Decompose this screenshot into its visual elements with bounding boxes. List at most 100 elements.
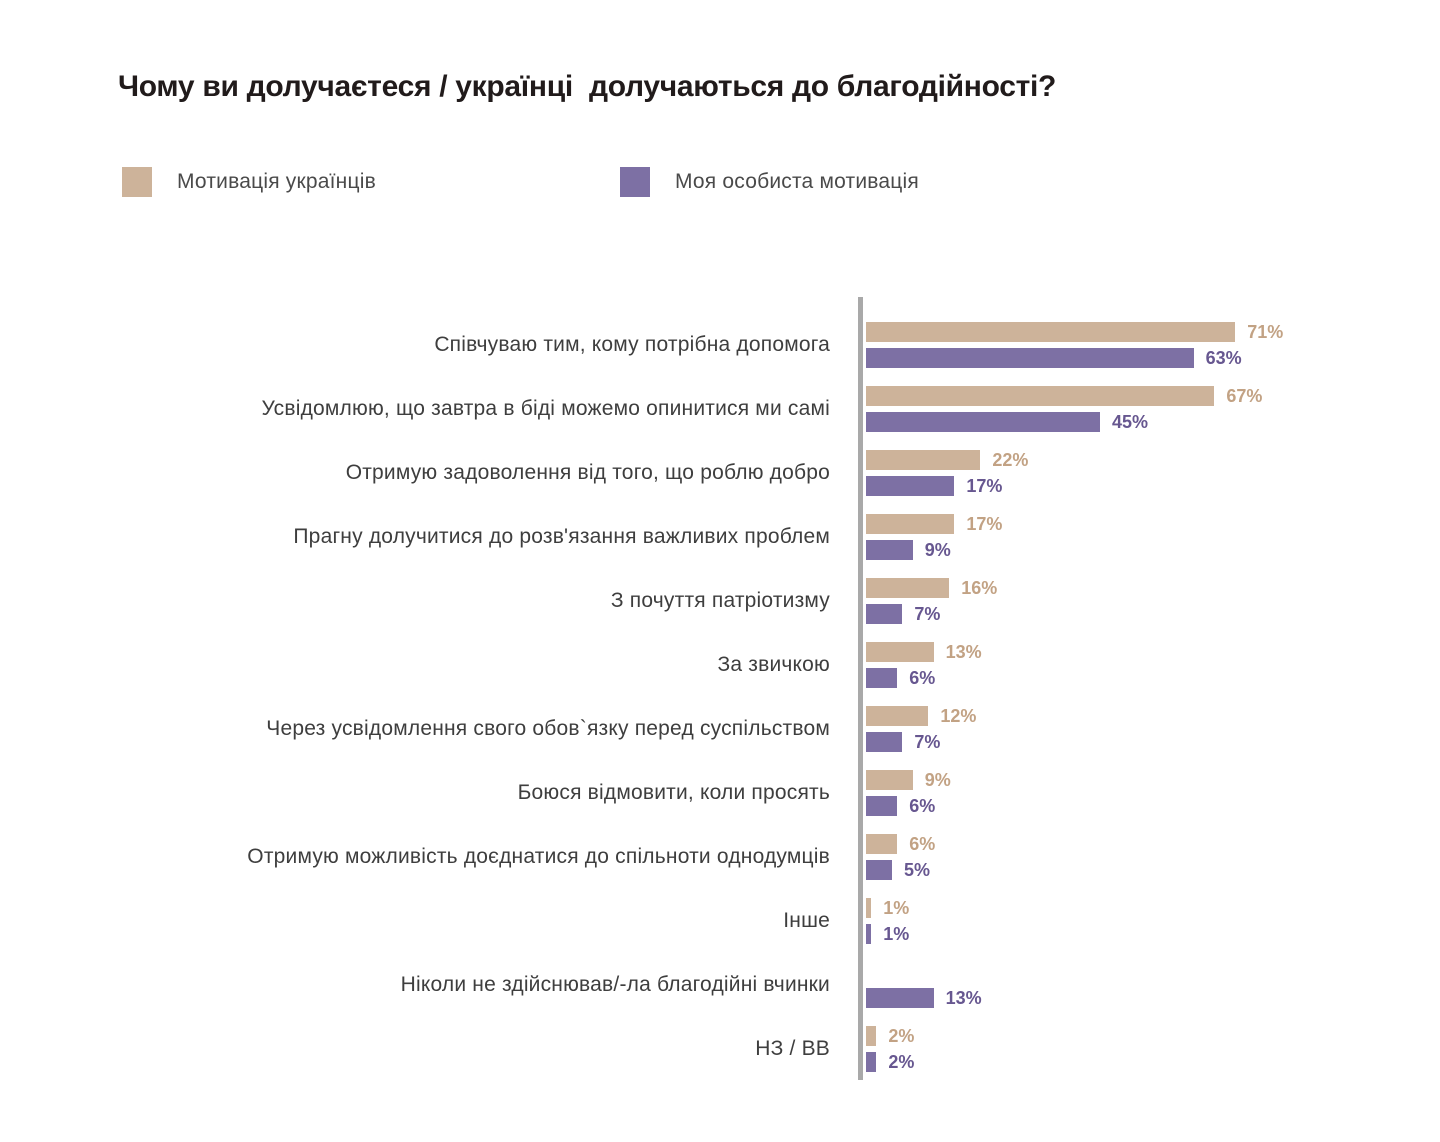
value-label: 13% xyxy=(945,641,982,662)
bar-group: 17% 9% xyxy=(866,514,1002,560)
bar-line: 9% xyxy=(866,770,951,790)
value-label: 6% xyxy=(909,795,936,816)
legend-swatch-personal xyxy=(620,167,650,197)
value-label: 7% xyxy=(914,603,941,624)
bar-line: 63% xyxy=(866,348,1283,368)
bar-line: 1% xyxy=(866,924,909,944)
bar-ukrainians xyxy=(866,898,872,918)
chart-row: Інше 1% 1% xyxy=(0,889,1440,953)
bar-line: 6% xyxy=(866,796,951,816)
value-label: 71% xyxy=(1247,321,1284,342)
bar-line: 6% xyxy=(866,834,935,854)
bar-line: 5% xyxy=(866,860,935,880)
bar-group: 1% 1% xyxy=(866,898,909,944)
bar-line: 7% xyxy=(866,604,997,624)
value-label: 45% xyxy=(1112,411,1149,432)
chart-row: Співчуваю тим, кому потрібна допомога 71… xyxy=(0,313,1440,377)
bar-ukrainians xyxy=(866,706,929,726)
value-label: 9% xyxy=(924,539,951,560)
category-label: За звичкою xyxy=(717,652,830,676)
value-label: 16% xyxy=(961,577,998,598)
bar-personal xyxy=(866,732,903,752)
bar-group: 22% 17% xyxy=(866,450,1028,496)
category-label: Співчуваю тим, кому потрібна допомога xyxy=(434,332,830,356)
value-label: 67% xyxy=(1226,385,1263,406)
category-label: Боюся відмовити, коли просять xyxy=(517,780,830,804)
legend-label: Мотивація українців xyxy=(177,170,376,193)
bar-group: 9% 6% xyxy=(866,770,951,816)
bar-line: 16% xyxy=(866,578,997,598)
bar-personal xyxy=(866,924,872,944)
bar-line: 13% xyxy=(866,988,982,1008)
bar-personal xyxy=(866,348,1194,368)
bar-line: 7% xyxy=(866,732,976,752)
chart-row: З почуття патріотизму 16% 7% xyxy=(0,569,1440,633)
bar-ukrainians xyxy=(866,322,1236,342)
value-label: 5% xyxy=(904,859,931,880)
bar-line: 1% xyxy=(866,898,909,918)
value-label: 63% xyxy=(1205,347,1242,368)
bar-line: 67% xyxy=(866,386,1262,406)
bar-personal xyxy=(866,1052,877,1072)
bar-group: 71% 63% xyxy=(866,322,1283,368)
bar-personal xyxy=(866,988,934,1008)
legend-swatch-ukrainians xyxy=(122,167,152,197)
bar-group: 16% 7% xyxy=(866,578,997,624)
bar-group: 2% 2% xyxy=(866,1026,914,1072)
bar-ukrainians xyxy=(866,578,950,598)
bar-personal xyxy=(866,604,903,624)
bar-line: 6% xyxy=(866,668,982,688)
bar-line: 22% xyxy=(866,450,1028,470)
legend-item-ukrainians: Мотивація українців xyxy=(122,166,376,198)
bar-ukrainians xyxy=(866,386,1215,406)
bar-line: 12% xyxy=(866,706,976,726)
value-label: 17% xyxy=(966,475,1003,496)
bar-line: 2% xyxy=(866,1026,914,1046)
value-label: 1% xyxy=(883,923,910,944)
bar-ukrainians xyxy=(866,450,981,470)
value-label: 12% xyxy=(940,705,977,726)
bar-group: 6% 5% xyxy=(866,834,935,880)
category-label: Прагну долучитися до розв'язання важливи… xyxy=(293,524,830,548)
bar-group: 13% 6% xyxy=(866,642,982,688)
bar-ukrainians xyxy=(866,642,934,662)
bar-ukrainians xyxy=(866,770,913,790)
value-label: 6% xyxy=(909,667,936,688)
category-label: Отримую задоволення від того, що роблю д… xyxy=(345,460,830,484)
bar-group: 13% xyxy=(866,962,982,1008)
value-label: 9% xyxy=(924,769,951,790)
value-label: 22% xyxy=(992,449,1029,470)
axis-line xyxy=(858,297,863,1080)
bar-personal xyxy=(866,476,955,496)
chart-row: Усвідомлюю, що завтра в біді можемо опин… xyxy=(0,377,1440,441)
legend-item-personal: Моя особиста мотивація xyxy=(620,166,919,198)
chart-row: НЗ / ВВ 2% 2% xyxy=(0,1017,1440,1081)
bar-line: 71% xyxy=(866,322,1283,342)
chart-row: Через усвідомлення свого обов`язку перед… xyxy=(0,697,1440,761)
chart-row: Ніколи не здійснював/-ла благодійні вчин… xyxy=(0,953,1440,1017)
chart-row: Отримую задоволення від того, що роблю д… xyxy=(0,441,1440,505)
category-label: НЗ / ВВ xyxy=(755,1036,830,1060)
category-label: Отримую можливість доєднатися до спільно… xyxy=(247,844,830,868)
value-label: 1% xyxy=(883,897,910,918)
bar-line: 13% xyxy=(866,642,982,662)
value-label: 13% xyxy=(945,987,982,1008)
value-label: 2% xyxy=(888,1025,915,1046)
legend-label: Моя особиста мотивація xyxy=(675,170,919,193)
chart-row: Прагну долучитися до розв'язання важливи… xyxy=(0,505,1440,569)
bar-group: 12% 7% xyxy=(866,706,976,752)
bar-group: 67% 45% xyxy=(866,386,1262,432)
category-label: Усвідомлюю, що завтра в біді можемо опин… xyxy=(261,396,830,420)
legend: Мотивація українців Моя особиста мотивац… xyxy=(0,166,1440,198)
chart-row: Отримую можливість доєднатися до спільно… xyxy=(0,825,1440,889)
value-label: 2% xyxy=(888,1051,915,1072)
bar-line: 17% xyxy=(866,514,1002,534)
category-label: З почуття патріотизму xyxy=(610,588,830,612)
bar-ukrainians xyxy=(866,834,898,854)
chart-row: Боюся відмовити, коли просять 9% 6% xyxy=(0,761,1440,825)
bar-line: 17% xyxy=(866,476,1028,496)
chart-row: За звичкою 13% 6% xyxy=(0,633,1440,697)
category-label: Інше xyxy=(783,908,830,932)
page-title: Чому ви долучаєтеся / українці долучають… xyxy=(118,70,1057,104)
value-label: 6% xyxy=(909,833,936,854)
